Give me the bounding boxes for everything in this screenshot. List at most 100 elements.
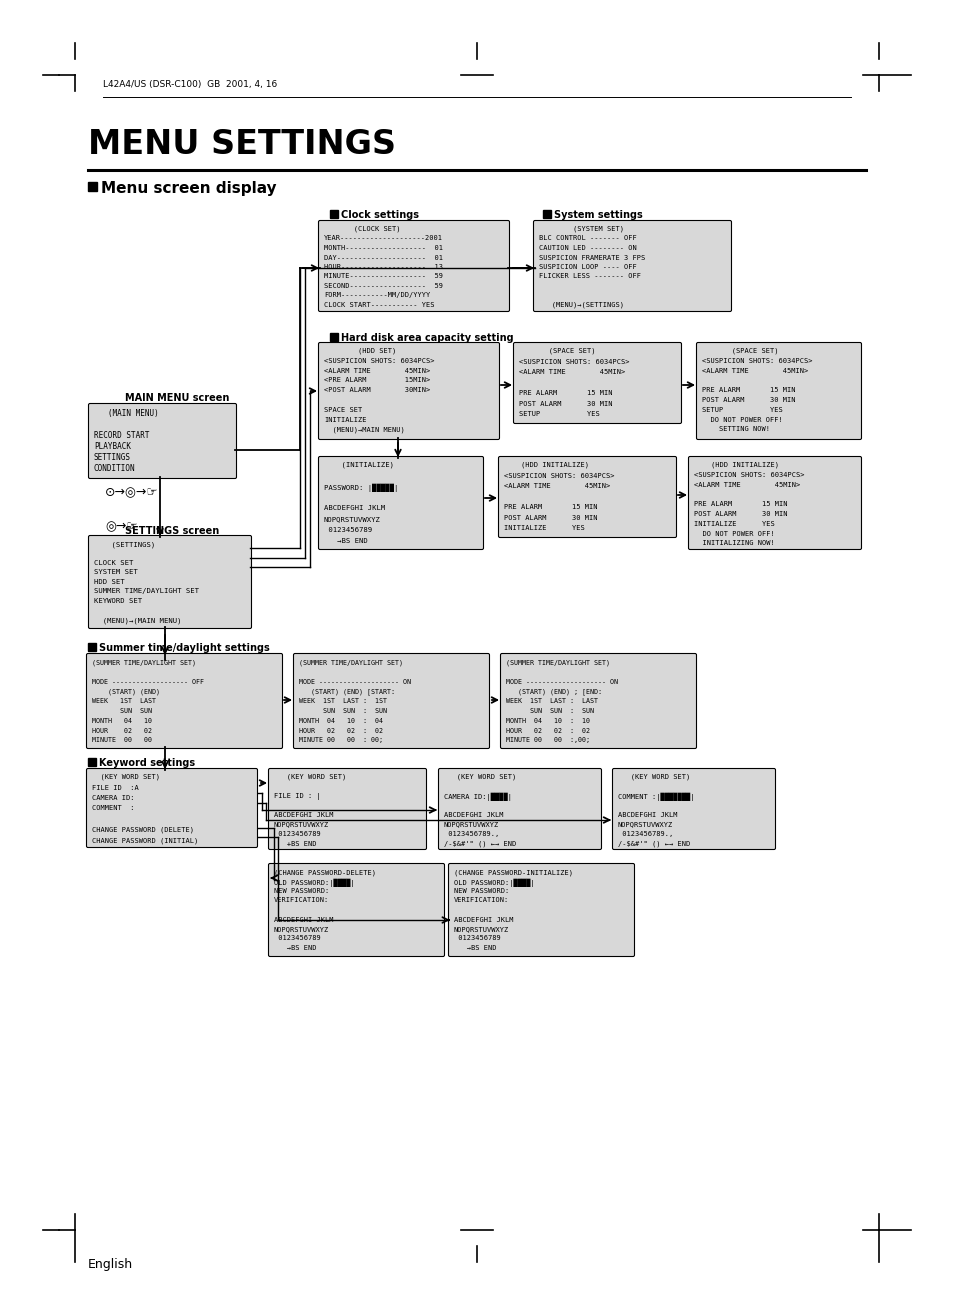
Text: NOPQRSTUVWXYZ: NOPQRSTUVWXYZ [324, 515, 380, 522]
FancyBboxPatch shape [89, 535, 252, 629]
Text: SETTING NOW!: SETTING NOW! [701, 427, 769, 432]
Text: Summer time/daylight settings: Summer time/daylight settings [99, 643, 270, 652]
Text: WEEK   1ST  LAST: WEEK 1ST LAST [91, 698, 156, 705]
Text: SPACE SET: SPACE SET [324, 407, 362, 412]
FancyBboxPatch shape [268, 769, 426, 850]
Bar [330, 333, 337, 341]
FancyBboxPatch shape [612, 769, 775, 850]
Text: INITIALIZE      YES: INITIALIZE YES [503, 525, 584, 531]
Text: (SYSTEM SET): (SYSTEM SET) [538, 226, 623, 232]
Text: SUN  SUN  :  SUN: SUN SUN : SUN [298, 709, 387, 714]
Bar [542, 210, 551, 218]
Text: 0123456789.,: 0123456789., [443, 831, 498, 837]
Text: PLAYBACK: PLAYBACK [94, 442, 131, 452]
Text: MINUTE 00   00  : 00;: MINUTE 00 00 : 00; [298, 737, 382, 744]
FancyBboxPatch shape [513, 342, 680, 424]
Text: Menu screen display: Menu screen display [101, 181, 276, 196]
Text: FILE ID  :A: FILE ID :A [91, 784, 138, 791]
Text: <PRE ALARM         15MIN>: <PRE ALARM 15MIN> [324, 377, 430, 384]
Text: (KEY WORD SET): (KEY WORD SET) [443, 774, 516, 780]
Text: (KEY WORD SET): (KEY WORD SET) [618, 774, 690, 780]
FancyBboxPatch shape [498, 457, 676, 538]
Text: System settings: System settings [554, 210, 642, 221]
FancyBboxPatch shape [87, 654, 282, 749]
Text: CHANGE PASSWORD (DELETE): CHANGE PASSWORD (DELETE) [91, 826, 193, 833]
Text: (START) (END) ; [END:: (START) (END) ; [END: [505, 689, 601, 696]
Text: MINUTE------------------  59: MINUTE------------------ 59 [324, 274, 442, 279]
FancyBboxPatch shape [448, 864, 634, 957]
Text: MODE ------------------- OFF: MODE ------------------- OFF [91, 679, 204, 685]
Text: PRE ALARM       15 MIN: PRE ALARM 15 MIN [503, 504, 597, 510]
Text: <SUSPICION SHOTS: 6034PCS>: <SUSPICION SHOTS: 6034PCS> [693, 472, 803, 478]
Text: POST ALARM      30 MIN: POST ALARM 30 MIN [693, 512, 786, 517]
Text: (SPACE SET): (SPACE SET) [701, 348, 778, 355]
Text: SUSPICION LOOP ---- OFF: SUSPICION LOOP ---- OFF [538, 264, 636, 270]
Text: POST ALARM      30 MIN: POST ALARM 30 MIN [701, 397, 795, 403]
Text: →BS END: →BS END [454, 945, 496, 951]
Text: MINUTE  00   00: MINUTE 00 00 [91, 737, 152, 744]
Text: CAMERA ID:: CAMERA ID: [91, 795, 134, 801]
Text: HDD SET: HDD SET [94, 579, 125, 585]
Text: MINUTE 00   00  :,00;: MINUTE 00 00 :,00; [505, 737, 589, 744]
Text: (INITIALIZE): (INITIALIZE) [324, 462, 394, 468]
Text: MODE -------------------- ON: MODE -------------------- ON [505, 679, 618, 685]
Text: MENU SETTINGS: MENU SETTINGS [88, 128, 395, 161]
Text: SUN  SUN: SUN SUN [91, 709, 152, 714]
Text: Hard disk area capacity setting: Hard disk area capacity setting [340, 333, 513, 343]
Text: MODE -------------------- ON: MODE -------------------- ON [298, 679, 411, 685]
Text: PRE ALARM       15 MIN: PRE ALARM 15 MIN [693, 501, 786, 508]
Text: /-$&#'" () ←→ END: /-$&#'" () ←→ END [443, 840, 516, 847]
Text: RECORD START: RECORD START [94, 431, 150, 440]
Text: (SUMMER TIME/DAYLIGHT SET): (SUMMER TIME/DAYLIGHT SET) [505, 659, 609, 666]
Text: CLOCK SET: CLOCK SET [94, 560, 133, 566]
Text: SUN  SUN  :  SUN: SUN SUN : SUN [505, 709, 594, 714]
Text: DAY---------------------  01: DAY--------------------- 01 [324, 254, 442, 261]
Text: <ALARM TIME        45MIN>: <ALARM TIME 45MIN> [693, 482, 800, 488]
Text: (KEY WORD SET): (KEY WORD SET) [274, 774, 346, 780]
Text: PRE ALARM       15 MIN: PRE ALARM 15 MIN [701, 388, 795, 393]
Text: NOPQRSTUVWXYZ: NOPQRSTUVWXYZ [274, 927, 329, 932]
Text: WEEK  1ST  LAST :  LAST: WEEK 1ST LAST : LAST [505, 698, 598, 705]
Text: <ALARM TIME        45MIN>: <ALARM TIME 45MIN> [701, 368, 807, 373]
Text: HOUR--------------------  13: HOUR-------------------- 13 [324, 264, 442, 270]
Text: ABCDEFGHI JKLM: ABCDEFGHI JKLM [454, 916, 513, 923]
Text: BLC CONTROL ------- OFF: BLC CONTROL ------- OFF [538, 235, 636, 241]
Text: Keyword settings: Keyword settings [99, 758, 195, 769]
Text: (MENU)→(SETTINGS): (MENU)→(SETTINGS) [538, 301, 623, 308]
Text: CONDITION: CONDITION [94, 465, 135, 472]
Text: VERIFICATION:: VERIFICATION: [454, 898, 509, 903]
Bar [88, 758, 96, 766]
Text: <SUSPICION SHOTS: 6034PCS>: <SUSPICION SHOTS: 6034PCS> [518, 359, 629, 364]
Text: 0123456789.,: 0123456789., [618, 831, 673, 837]
Text: ◎→☞: ◎→☞ [105, 519, 137, 532]
Text: <SUSPICION SHOTS: 6034PCS>: <SUSPICION SHOTS: 6034PCS> [503, 472, 614, 479]
Text: (CHANGE PASSWORD-DELETE): (CHANGE PASSWORD-DELETE) [274, 869, 375, 876]
Text: HOUR    02   02: HOUR 02 02 [91, 728, 152, 733]
Text: (HDD SET): (HDD SET) [324, 348, 395, 355]
Text: CHANGE PASSWORD (INITIAL): CHANGE PASSWORD (INITIAL) [91, 837, 198, 843]
Text: PASSWORD: |█████|: PASSWORD: |█████| [324, 484, 398, 492]
Bar [88, 181, 97, 191]
Text: HOUR   02   02  :  02: HOUR 02 02 : 02 [298, 728, 382, 733]
FancyBboxPatch shape [318, 457, 483, 549]
Text: SETTINGS: SETTINGS [94, 453, 131, 462]
Text: HOUR   02   02  :  02: HOUR 02 02 : 02 [505, 728, 589, 733]
Text: L42A4/US (DSR-C100)  GB  2001, 4, 16: L42A4/US (DSR-C100) GB 2001, 4, 16 [103, 80, 277, 89]
Text: WEEK  1ST  LAST :  1ST: WEEK 1ST LAST : 1ST [298, 698, 387, 705]
FancyBboxPatch shape [500, 654, 696, 749]
Text: COMMENT  :: COMMENT : [91, 805, 134, 812]
Text: 0123456789: 0123456789 [454, 936, 500, 941]
Text: ⊙→◎→☞: ⊙→◎→☞ [105, 485, 158, 499]
FancyBboxPatch shape [318, 342, 499, 440]
Text: (START) (END): (START) (END) [91, 689, 160, 694]
Text: INITIALIZE      YES: INITIALIZE YES [693, 521, 774, 527]
Text: PRE ALARM       15 MIN: PRE ALARM 15 MIN [518, 390, 612, 395]
Text: DO NOT POWER OFF!: DO NOT POWER OFF! [693, 531, 774, 536]
Text: Clock settings: Clock settings [340, 210, 418, 221]
Text: MONTH-------------------  01: MONTH------------------- 01 [324, 245, 442, 251]
Text: MAIN MENU screen: MAIN MENU screen [125, 393, 229, 403]
FancyBboxPatch shape [87, 769, 257, 847]
Text: MONTH  04   10  :  10: MONTH 04 10 : 10 [505, 718, 589, 724]
Text: SECOND------------------  59: SECOND------------------ 59 [324, 283, 442, 288]
Text: ABCDEFGHI JKLM: ABCDEFGHI JKLM [274, 812, 334, 818]
